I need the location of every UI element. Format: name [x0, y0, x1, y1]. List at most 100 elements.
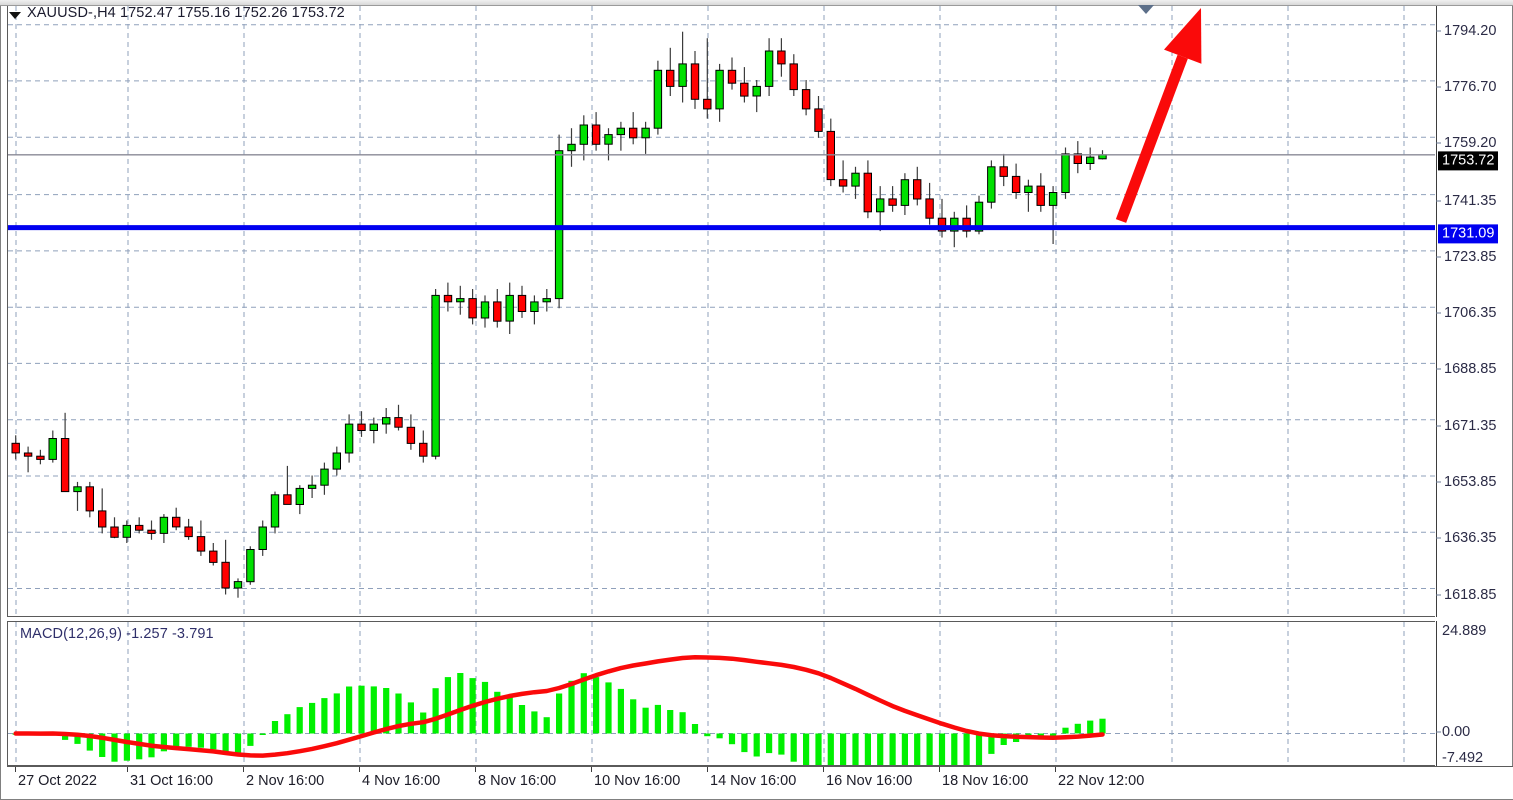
macd-histogram-bar [926, 733, 933, 765]
price-axis-label: 1636.35 [1444, 530, 1497, 547]
macd-histogram-bar [123, 733, 130, 761]
time-axis-label: 31 Oct 16:00 [130, 773, 214, 789]
candle-body [727, 69, 737, 84]
macd-histogram-bar [815, 733, 822, 765]
macd-histogram-bar [173, 733, 180, 749]
candle-body [110, 526, 119, 538]
macd-histogram-bar [568, 680, 575, 734]
time-axis-label: 10 Nov 16:00 [594, 773, 681, 789]
price-axis-tick [1436, 30, 1441, 32]
candle-body [431, 294, 440, 457]
candle-body [419, 442, 428, 457]
candle-body [962, 217, 971, 232]
macd-histogram-bar [728, 733, 736, 745]
macd-histogram-bar [346, 686, 353, 734]
candle-body [826, 130, 835, 181]
macd-histogram-bar [617, 688, 624, 734]
chart-top-marker [1138, 5, 1154, 14]
time-scale-axis[interactable]: 27 Oct 2022 31 Oct 16:00 2 Nov 16:00 4 Nov … [7, 766, 1513, 799]
macd-histogram-bar [864, 733, 871, 765]
time-axis-tick [475, 767, 476, 772]
macd-histogram-bar [1062, 727, 1069, 734]
candle-body [999, 166, 1008, 177]
price-axis-label: 1671.35 [1444, 417, 1497, 434]
price-plot[interactable] [8, 6, 1435, 616]
candle-body [147, 529, 156, 534]
candle-body [925, 198, 934, 219]
price-axis-label: 1741.35 [1444, 192, 1497, 209]
candle-body [937, 217, 947, 232]
candle-body [740, 82, 749, 97]
macd-histogram-bar [716, 733, 723, 739]
time-axis-tick [15, 767, 16, 772]
candle-body [987, 166, 996, 203]
candle-body [629, 127, 638, 139]
price-axis-label: 1706.35 [1444, 305, 1497, 322]
macd-histogram-bar [407, 702, 414, 734]
macd-histogram-bar [877, 733, 884, 765]
candle-body [604, 134, 613, 145]
macd-histogram-bar [1087, 720, 1094, 734]
price-chart-pane[interactable] [7, 6, 1435, 617]
macd-histogram-bar [741, 733, 748, 753]
time-axis-label: 16 Nov 16:00 [826, 773, 913, 789]
macd-histogram-bar [210, 733, 217, 750]
candle-body [777, 50, 786, 65]
candle-body [36, 455, 45, 460]
price-axis-tick [1436, 481, 1441, 483]
macd-scale-axis[interactable]: 24.889 0.00 -7.492 [1436, 621, 1513, 766]
candle-body [764, 50, 774, 87]
candle-body [641, 127, 650, 139]
price-axis-label: 1759.20 [1444, 135, 1497, 152]
time-axis-tick [823, 767, 824, 772]
macd-histogram-bar [951, 733, 958, 765]
candle-body [196, 536, 206, 552]
candle-body [591, 124, 601, 145]
macd-histogram-bar [296, 707, 303, 734]
price-axis-label: 1688.85 [1444, 361, 1497, 378]
macd-histogram-bar [852, 733, 859, 765]
price-axis-label: 1653.85 [1444, 473, 1497, 490]
support-level-badge[interactable]: 1731.09 [1438, 223, 1499, 244]
macd-histogram-bar [1000, 733, 1007, 745]
macd-axis-line [1436, 621, 1437, 766]
candle-body [60, 438, 70, 493]
macd-histogram-bar [679, 712, 686, 734]
time-axis-label: 2 Nov 16:00 [246, 773, 325, 789]
candlestick-series [11, 31, 1107, 598]
candle-body [184, 526, 193, 538]
macd-plot[interactable] [8, 622, 1435, 765]
candle-body [480, 301, 490, 319]
candle-body [283, 494, 292, 505]
candle-body [332, 452, 342, 470]
candle-body [974, 201, 984, 232]
candle-body [950, 217, 959, 232]
macd-histogram-bar [642, 707, 649, 734]
candle-body [382, 417, 391, 425]
macd-histogram-bar [766, 733, 773, 754]
time-axis-tick [707, 767, 708, 772]
macd-histogram-bar [543, 717, 550, 734]
time-axis-label: 27 Oct 2022 [18, 773, 97, 789]
macd-histogram-bar [938, 733, 946, 765]
macd-histogram-bar [457, 673, 464, 734]
candle-body [468, 298, 477, 319]
candle-body [344, 423, 354, 454]
macd-histogram-bar [481, 681, 489, 734]
macd-histogram-bar [358, 685, 365, 734]
macd-indicator-pane[interactable]: MACD(12,26,9) -1.257 -3.791 [7, 621, 1435, 766]
price-scale-axis[interactable]: 1794.20 1776.70 1759.20 1741.35 1723.85 1706.… [1436, 6, 1513, 617]
macd-histogram-bar [370, 686, 377, 734]
time-axis-tick [127, 767, 128, 772]
current-price-badge[interactable]: 1753.72 [1438, 151, 1499, 171]
candle-body [11, 442, 20, 454]
macd-histogram-bar [605, 682, 612, 734]
macd-histogram-bar [247, 733, 254, 746]
macd-histogram-bar [99, 733, 106, 757]
candle-body [135, 524, 144, 531]
macd-histogram-bar [840, 733, 847, 765]
candle-body [616, 127, 625, 136]
chevron-down-icon[interactable] [9, 12, 21, 19]
macd-histogram-bar [383, 688, 390, 734]
candle-body [456, 298, 465, 303]
